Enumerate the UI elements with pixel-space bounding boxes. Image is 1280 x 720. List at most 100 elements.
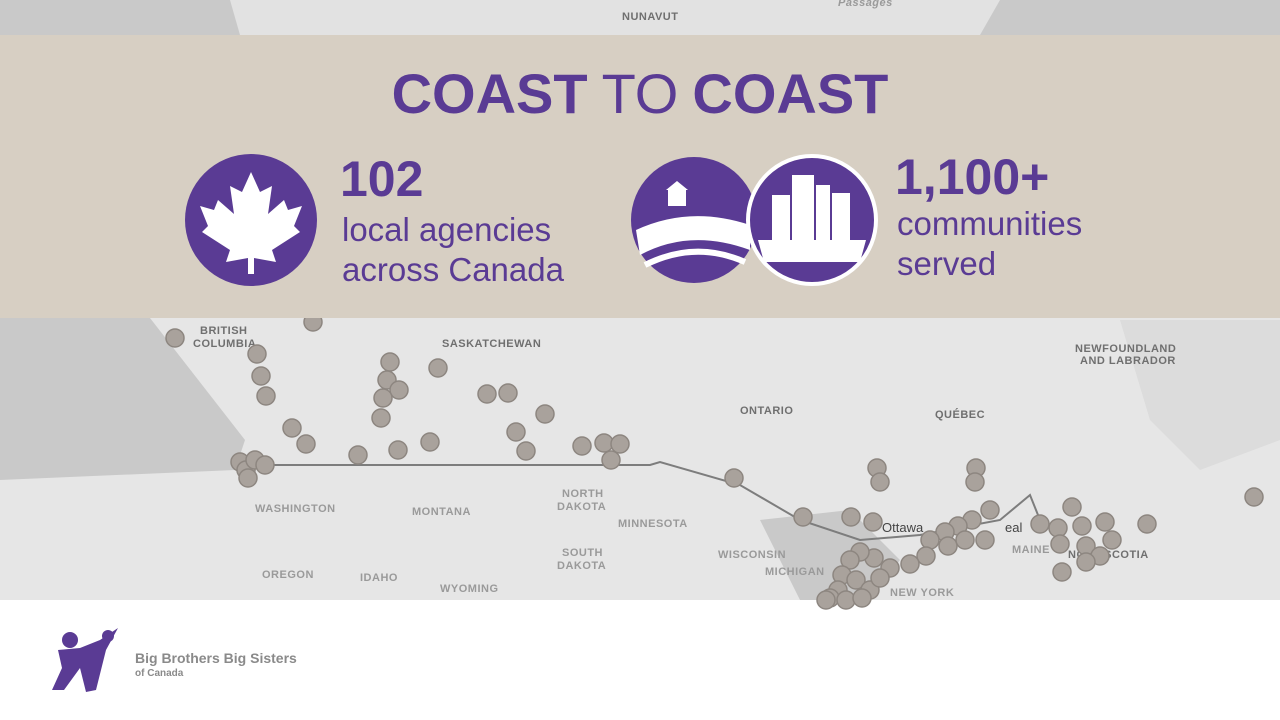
agency-dot: [165, 328, 185, 348]
agency-dot: [1095, 512, 1115, 532]
stat-text: across Canada: [342, 251, 565, 288]
agency-dot: [247, 344, 267, 364]
agency-dot: [1076, 552, 1096, 572]
agency-dot: [1062, 497, 1082, 517]
stat-number: 102: [340, 151, 423, 207]
agency-dot: [348, 445, 368, 465]
agency-dot: [610, 434, 630, 454]
agency-dot: [1244, 487, 1264, 507]
map-label: Ottawa: [882, 520, 924, 535]
map-label: ONTARIO: [740, 405, 793, 417]
map-label: AND LABRADOR: [1080, 355, 1176, 367]
map-label: DAKOTA: [557, 501, 606, 513]
map-label: NEW YORK: [890, 587, 954, 599]
agency-dot: [955, 530, 975, 550]
community-icon: [631, 154, 878, 286]
agency-dot: [870, 568, 890, 588]
agency-dot: [282, 418, 302, 438]
map-label: eal: [1005, 520, 1022, 535]
title-word: COAST: [692, 62, 888, 125]
agency-dots: [165, 312, 1264, 610]
banner-title: COAST TO COAST: [392, 62, 889, 125]
agency-dot: [256, 386, 276, 406]
agency-dot: [516, 441, 536, 461]
map-label: NEWFOUNDLAND: [1075, 343, 1176, 355]
logo: Big Brothers Big Sisters of Canada: [52, 628, 297, 692]
agency-dot: [371, 408, 391, 428]
agency-dot: [965, 472, 985, 492]
agency-dot: [852, 588, 872, 608]
agency-dot: [388, 440, 408, 460]
map-label: MONTANA: [412, 506, 471, 518]
agency-dot: [1102, 530, 1122, 550]
agency-dot: [389, 380, 409, 400]
title-word: COAST: [392, 62, 588, 125]
map-label: NORTH: [562, 488, 604, 500]
agency-dot: [816, 590, 836, 610]
logo-name: Big Brothers Big Sisters: [135, 650, 297, 666]
agency-dot: [1052, 562, 1072, 582]
stat-text: served: [897, 245, 996, 282]
agency-dot: [594, 433, 614, 453]
agency-dot: [841, 507, 861, 527]
agency-dot: [975, 530, 995, 550]
agency-dot: [920, 530, 940, 550]
maple-icon: [185, 154, 317, 286]
map-label: COLUMBIA: [193, 338, 256, 350]
agency-dot: [506, 422, 526, 442]
border: [240, 460, 1041, 542]
agency-dot: [724, 468, 744, 488]
map-label: SOUTH: [562, 547, 603, 559]
map-label: MINNESOTA: [618, 518, 688, 530]
agency-dot: [840, 550, 860, 570]
map-label: BRITISH: [200, 325, 248, 337]
stat-number: 1,100+: [895, 149, 1049, 205]
agency-dot: [1048, 518, 1068, 538]
agency-dot: [980, 500, 1000, 520]
agency-dot: [916, 546, 936, 566]
agency-dot: [1030, 514, 1050, 534]
map-label: IDAHO: [360, 572, 398, 584]
agency-dot: [1050, 534, 1070, 554]
agency-dot: [870, 472, 890, 492]
agency-dot: [846, 570, 866, 590]
map-label: WISCONSIN: [718, 549, 786, 561]
land-north: [230, 0, 1000, 35]
agency-dot: [420, 432, 440, 452]
agency-dot: [296, 434, 316, 454]
agency-dot: [836, 590, 856, 610]
map-label: QUÉBEC: [935, 408, 985, 421]
agency-dot: [498, 383, 518, 403]
labrador: [1120, 320, 1280, 470]
agency-dot: [535, 404, 555, 424]
agency-dot: [373, 388, 393, 408]
agency-dot: [601, 450, 621, 470]
agency-dot: [1137, 514, 1157, 534]
map-label: WASHINGTON: [255, 503, 336, 515]
agency-dot: [863, 512, 883, 532]
agency-dot: [255, 455, 275, 475]
map-label: NUNAVUT: [622, 11, 678, 23]
agency-dot: [793, 507, 813, 527]
map-label: DAKOTA: [557, 560, 606, 572]
agency-dot: [251, 366, 271, 386]
map-label: WYOMING: [440, 583, 499, 595]
agency-dot: [938, 536, 958, 556]
map-label: Passages: [838, 0, 893, 9]
map-label: MAINE: [1012, 544, 1050, 556]
agency-dot: [380, 352, 400, 372]
map-label: SASKATCHEWAN: [442, 338, 541, 350]
agency-dot: [428, 358, 448, 378]
agency-dot: [477, 384, 497, 404]
stat-text: local agencies: [342, 211, 551, 248]
agency-dot: [1072, 516, 1092, 536]
title-word: TO: [602, 62, 679, 125]
agency-dot: [572, 436, 592, 456]
stat-text: communities: [897, 205, 1082, 242]
agency-dot: [900, 554, 920, 574]
logo-sub: of Canada: [135, 668, 184, 679]
map-label: OREGON: [262, 569, 314, 581]
agency-dot: [238, 468, 258, 488]
map-label: MICHIGAN: [765, 566, 825, 578]
